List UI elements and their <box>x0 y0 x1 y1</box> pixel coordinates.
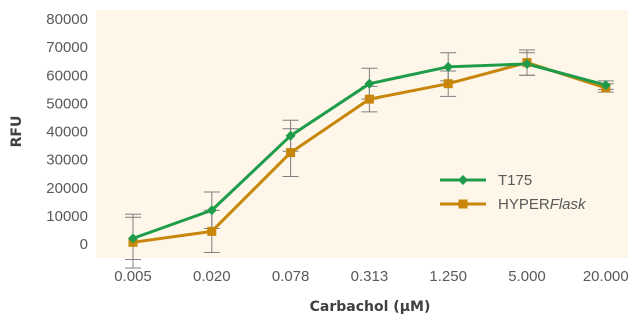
data-point <box>443 79 453 89</box>
x-tick-label: 5.000 <box>508 268 546 285</box>
y-tick-label: 10000 <box>46 208 88 225</box>
data-point <box>286 148 296 158</box>
y-tick-labels: 0 10000 20000 30000 40000 50000 60000 70000 8000… <box>46 11 88 253</box>
x-tick-label: 20.000 <box>583 268 629 285</box>
legend: T175 HYPERFlask <box>440 172 587 213</box>
x-axis-title: Carbachol (µM) <box>310 299 431 315</box>
x-tick-label: 1.250 <box>429 268 467 285</box>
data-point <box>443 61 454 72</box>
legend-marker <box>458 199 468 209</box>
legend-label: HYPERFlask <box>498 196 587 213</box>
legend-label: T175 <box>498 172 532 189</box>
y-tick-label: 40000 <box>46 124 88 141</box>
x-tick-label: 0.020 <box>193 268 231 285</box>
data-point <box>364 78 375 89</box>
series-markers <box>128 58 611 247</box>
data-point <box>206 205 217 216</box>
y-tick-label: 0 <box>80 236 88 253</box>
data-point <box>600 80 611 91</box>
y-tick-label: 70000 <box>46 39 88 56</box>
y-tick-label: 20000 <box>46 180 88 197</box>
y-tick-label: 50000 <box>46 95 88 112</box>
x-tick-label: 0.005 <box>114 268 152 285</box>
y-tick-label: 30000 <box>46 152 88 169</box>
x-tick-label: 0.313 <box>351 268 389 285</box>
x-tick-labels: 0.005 0.020 0.078 0.313 1.250 5.000 20.000 <box>114 268 629 285</box>
y-tick-label: 60000 <box>46 67 88 84</box>
data-point <box>128 233 138 244</box>
y-axis-title: RFU <box>9 116 25 148</box>
data-point <box>364 94 374 104</box>
data-point <box>285 130 296 141</box>
y-tick-label: 80000 <box>46 11 88 28</box>
data-point <box>522 59 532 69</box>
plot-background <box>96 10 628 258</box>
x-tick-label: 0.078 <box>272 268 310 285</box>
legend-marker <box>458 175 468 185</box>
data-point <box>207 226 217 236</box>
